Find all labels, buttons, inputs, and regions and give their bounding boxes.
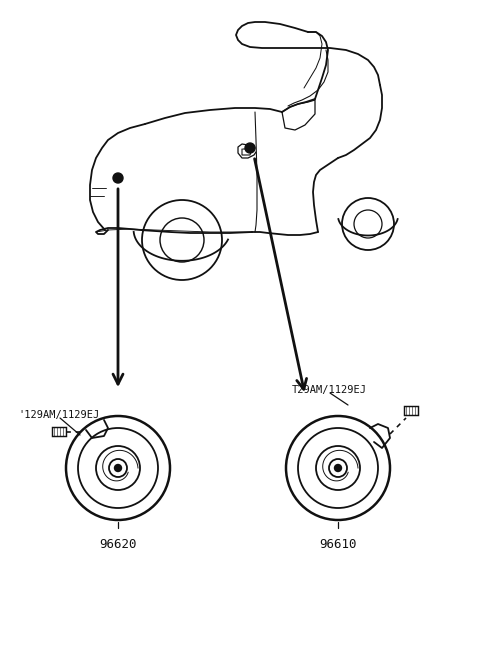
Circle shape: [335, 464, 341, 472]
Text: 96610: 96610: [319, 539, 357, 551]
FancyBboxPatch shape: [404, 406, 418, 415]
Text: T29AM/1129EJ: T29AM/1129EJ: [292, 385, 367, 395]
Text: '129AM/1129EJ: '129AM/1129EJ: [18, 410, 99, 420]
Circle shape: [115, 464, 121, 472]
Circle shape: [245, 143, 255, 153]
FancyBboxPatch shape: [52, 427, 66, 436]
Circle shape: [113, 173, 123, 183]
Text: 96620: 96620: [99, 539, 137, 551]
